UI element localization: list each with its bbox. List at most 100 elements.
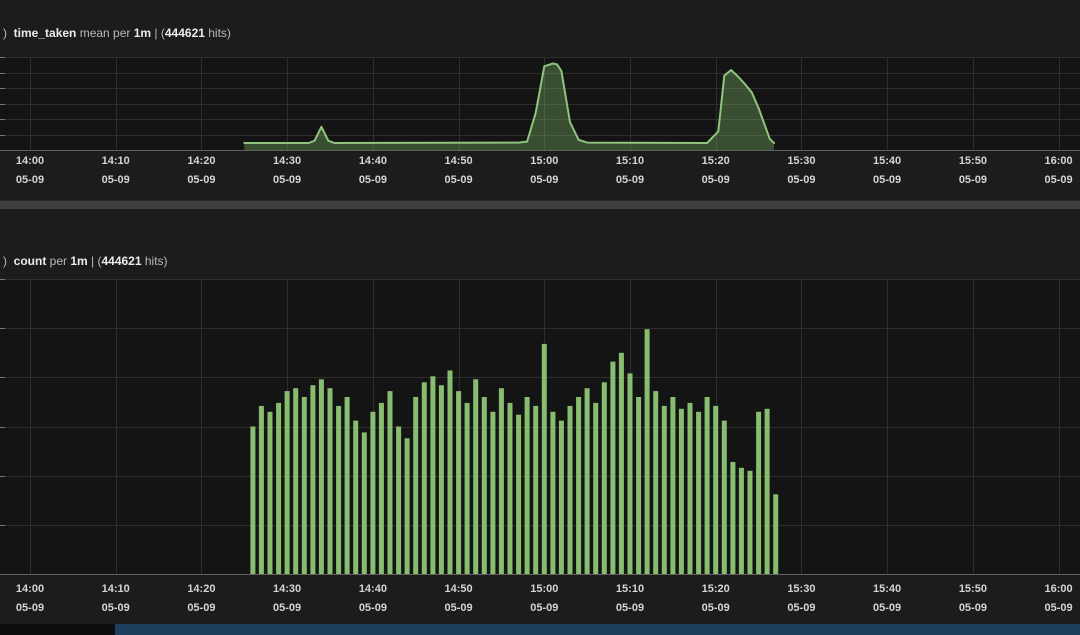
x-tick-label: 15:10 05-09 (598, 155, 662, 187)
x-tick-label: 15:10 05-09 (598, 583, 662, 615)
x-tick-label: 15:50 05-09 (941, 155, 1005, 187)
x-tick-label: 15:30 05-09 (769, 583, 833, 615)
tick-time: 14:30 (273, 155, 302, 167)
tick-date: 05-09 (15, 602, 45, 614)
x-tick-label: 14:20 05-09 (169, 583, 233, 615)
x-tick-label: 16:00 05-09 (1027, 583, 1080, 615)
tick-time: 14:50 (444, 583, 473, 595)
title-segment: count (13, 254, 47, 268)
tick-time: 15:00 (530, 155, 559, 167)
title-segment: time_taken (13, 26, 77, 40)
time-taken-area-chart[interactable] (0, 57, 1080, 151)
tick-time: 15:40 (873, 155, 902, 167)
time-taken-x-axis-labels: 14:00 05-09 14:10 05-09 14:20 05-09 14:30 05-09… (0, 155, 1080, 197)
tick-date: 05-09 (615, 602, 645, 614)
tick-time: 15:10 (615, 155, 645, 167)
tick-time: 15:30 (787, 583, 816, 595)
tick-time: 14:30 (273, 583, 302, 595)
tick-date: 05-09 (444, 174, 473, 186)
tick-time: 15:30 (787, 155, 816, 167)
panel-title-time-taken: ) time_taken mean per 1m | (444621 hits) (3, 26, 231, 40)
tick-date: 05-09 (273, 174, 302, 186)
bottom-bar (0, 624, 1080, 635)
tick-time: 14:10 (101, 583, 130, 595)
title-segment: | ( (151, 26, 165, 40)
tick-date: 05-09 (187, 174, 216, 186)
tick-time: 15:50 (958, 155, 987, 167)
x-tick-label: 15:00 05-09 (512, 155, 576, 187)
x-tick-label: 14:10 05-09 (84, 155, 148, 187)
tick-date: 05-09 (15, 174, 45, 186)
x-tick-label: 14:40 05-09 (341, 155, 405, 187)
title-segment: ) (3, 26, 14, 40)
tick-time: 15:20 (701, 155, 730, 167)
title-segment: mean per (76, 26, 134, 40)
tick-time: 15:40 (873, 583, 902, 595)
tick-time: 15:10 (615, 583, 645, 595)
x-tick-label: 14:40 05-09 (341, 583, 405, 615)
tick-date: 05-09 (530, 602, 559, 614)
x-tick-label: 14:00 05-09 (0, 583, 62, 615)
x-tick-label: 14:30 05-09 (255, 155, 319, 187)
title-segment: hits) (204, 26, 231, 40)
tick-time: 15:20 (701, 583, 730, 595)
tick-date: 05-09 (101, 174, 130, 186)
tick-time: 16:00 (1044, 155, 1073, 167)
tick-time: 14:50 (444, 155, 473, 167)
title-segment: ) (3, 254, 14, 268)
tick-time: 14:20 (187, 155, 216, 167)
tick-time: 14:00 (15, 155, 45, 167)
x-tick-label: 15:00 05-09 (512, 583, 576, 615)
x-tick-label: 15:50 05-09 (941, 583, 1005, 615)
x-tick-label: 14:00 05-09 (0, 155, 62, 187)
tick-date: 05-09 (1044, 602, 1073, 614)
x-tick-label: 15:30 05-09 (769, 155, 833, 187)
tick-date: 05-09 (273, 602, 302, 614)
tick-date: 05-09 (187, 602, 216, 614)
count-bar-chart[interactable] (0, 279, 1080, 575)
title-segment: hits) (141, 254, 168, 268)
tick-date: 05-09 (701, 174, 730, 186)
tick-date: 05-09 (873, 602, 902, 614)
x-tick-label: 15:20 05-09 (684, 583, 748, 615)
tick-time: 14:00 (15, 583, 45, 595)
x-tick-label: 14:30 05-09 (255, 583, 319, 615)
tick-time: 14:20 (187, 583, 216, 595)
x-tick-label: 16:00 05-09 (1027, 155, 1080, 187)
count-x-axis-labels: 14:00 05-09 14:10 05-09 14:20 05-09 14:30 05-09… (0, 583, 1080, 625)
tick-time: 16:00 (1044, 583, 1073, 595)
tick-time: 14:40 (358, 155, 387, 167)
panel-title-count: ) count per 1m | (444621 hits) (3, 254, 168, 268)
title-segment: 1m (133, 26, 152, 40)
tick-time: 14:10 (101, 155, 130, 167)
horizontal-scrollbar[interactable] (115, 624, 1080, 635)
tick-date: 05-09 (958, 602, 987, 614)
tick-date: 05-09 (958, 174, 987, 186)
tick-date: 05-09 (615, 174, 645, 186)
panel-resize-divider[interactable] (0, 200, 1080, 209)
tick-date: 05-09 (787, 602, 816, 614)
tick-date: 05-09 (701, 602, 730, 614)
tick-time: 15:00 (530, 583, 559, 595)
title-segment: 444621 (101, 254, 142, 268)
x-tick-label: 15:40 05-09 (855, 583, 919, 615)
tick-date: 05-09 (101, 602, 130, 614)
title-segment: | ( (87, 254, 102, 268)
x-tick-label: 15:40 05-09 (855, 155, 919, 187)
tick-date: 05-09 (787, 174, 816, 186)
x-tick-label: 15:20 05-09 (684, 155, 748, 187)
tick-date: 05-09 (873, 174, 902, 186)
x-tick-label: 14:10 05-09 (84, 583, 148, 615)
title-segment: 444621 (164, 26, 205, 40)
title-segment: per (46, 254, 71, 268)
tick-time: 14:40 (358, 583, 387, 595)
tick-date: 05-09 (358, 174, 387, 186)
tick-date: 05-09 (444, 602, 473, 614)
x-tick-label: 14:50 05-09 (427, 583, 491, 615)
tick-date: 05-09 (1044, 174, 1073, 186)
x-tick-label: 14:50 05-09 (427, 155, 491, 187)
tick-time: 15:50 (958, 583, 987, 595)
x-tick-label: 14:20 05-09 (169, 155, 233, 187)
title-segment: 1m (70, 254, 88, 268)
